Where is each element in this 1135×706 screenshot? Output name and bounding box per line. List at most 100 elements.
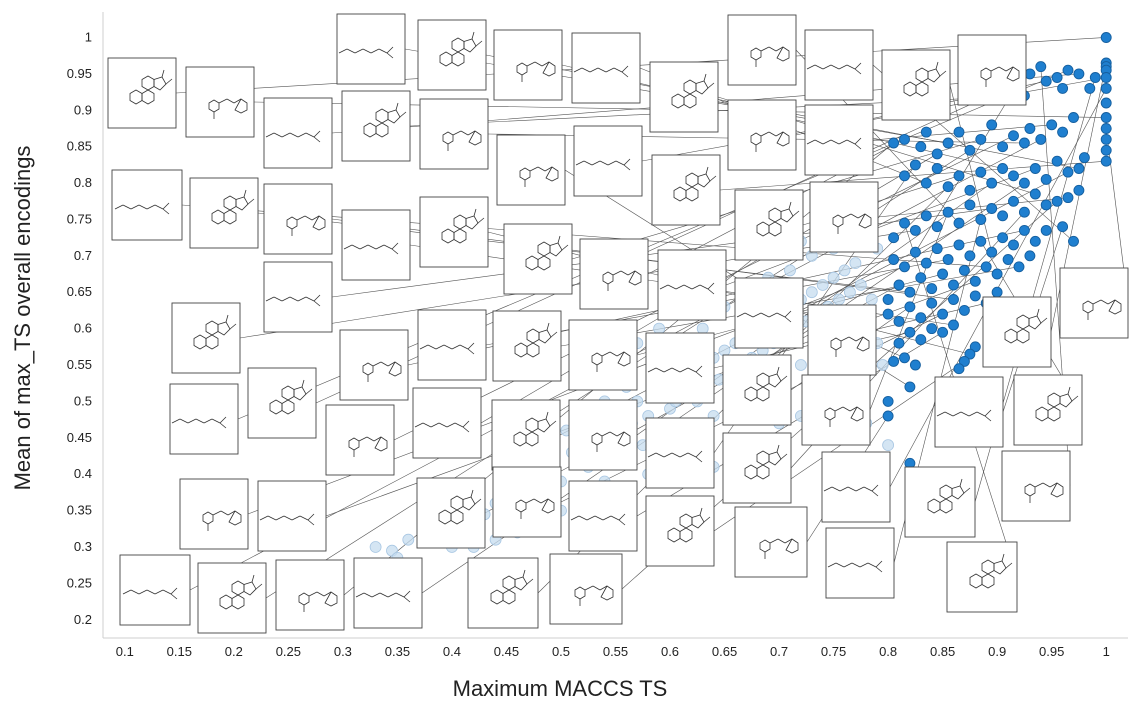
- molecule-thumbnail: [107, 57, 177, 129]
- molecule-thumbnail: [257, 480, 327, 552]
- molecule-thumbnail: [651, 154, 721, 226]
- molecule-thumbnail: [804, 29, 874, 101]
- molecule-thumbnail: [734, 277, 804, 349]
- highlighted-point: [888, 137, 900, 149]
- highlighted-point: [1100, 155, 1112, 167]
- x-axis-title: Maximum MACCS TS: [453, 676, 668, 701]
- highlighted-point: [986, 119, 998, 131]
- highlighted-point: [953, 239, 965, 251]
- background-point: [844, 286, 856, 299]
- highlighted-point: [1018, 206, 1030, 218]
- y-axis-title: Mean of max_TS overall encodings: [10, 146, 35, 491]
- highlighted-point: [948, 294, 959, 305]
- highlighted-point: [1073, 163, 1085, 174]
- molecule-thumbnail: [169, 383, 239, 455]
- highlighted-point: [1040, 224, 1052, 236]
- molecule-thumbnail: [807, 304, 877, 376]
- highlighted-point: [958, 304, 970, 316]
- highlighted-point: [964, 250, 976, 262]
- highlighted-point: [986, 177, 998, 189]
- highlighted-point: [937, 308, 949, 320]
- highlighted-point: [942, 181, 954, 193]
- highlighted-point: [1040, 75, 1052, 87]
- highlighted-point: [1024, 250, 1036, 262]
- molecule-thumbnail: [417, 19, 487, 91]
- molecule-thumbnail: [325, 404, 395, 476]
- background-point: [854, 279, 867, 291]
- highlighted-point: [975, 235, 987, 247]
- highlighted-point: [920, 210, 932, 222]
- highlighted-point: [904, 326, 916, 338]
- background-point: [369, 541, 382, 553]
- x-tick-labels: 0.1 0.15 0.2 0.25 0.3 0.35 0.4 0.45 0.5 0.55 0.6 0.…: [116, 644, 1110, 659]
- y-tick-label: 0.25: [67, 575, 92, 590]
- molecule-thumbnail: [809, 181, 879, 253]
- y-tick-label: 0.35: [67, 503, 92, 518]
- highlighted-point: [975, 214, 987, 225]
- highlighted-point: [975, 166, 987, 178]
- molecule-thumbnail: [1059, 267, 1129, 339]
- highlighted-point: [969, 341, 981, 353]
- highlighted-point: [991, 268, 1003, 280]
- background-point: [838, 264, 851, 277]
- highlighted-point: [1051, 155, 1063, 167]
- background-point: [784, 264, 796, 277]
- molecule-thumbnail: [493, 29, 563, 101]
- highlighted-point: [942, 206, 954, 218]
- highlighted-point: [1100, 133, 1112, 145]
- molecule-thumbnail: [568, 319, 638, 391]
- y-tick-label: 0.3: [74, 539, 92, 554]
- highlighted-point: [909, 359, 921, 371]
- highlighted-point: [899, 352, 910, 364]
- highlighted-point: [997, 210, 1009, 222]
- molecule-thumbnail: [111, 169, 183, 241]
- leader-line: [641, 77, 1107, 162]
- highlighted-point: [1029, 163, 1041, 174]
- highlighted-point: [948, 279, 959, 291]
- molecule-thumbnail: [934, 376, 1004, 448]
- x-tick-label: 0.2: [225, 644, 243, 659]
- highlighted-point: [1040, 199, 1052, 211]
- x-tick-label: 0.7: [770, 644, 788, 659]
- highlighted-point: [931, 221, 943, 233]
- molecule-thumbnail: [189, 177, 259, 249]
- highlighted-point: [1008, 195, 1019, 207]
- highlighted-point: [980, 261, 992, 273]
- molecule-thumbnail: [573, 125, 643, 197]
- background-point: [827, 271, 840, 284]
- highlighted-point: [899, 217, 910, 229]
- highlighted-point: [1040, 173, 1052, 185]
- highlighted-point: [986, 203, 998, 214]
- highlighted-point: [1100, 123, 1112, 134]
- y-tick-labels: 0.2 0.25 0.3 0.35 0.4 0.45 0.5 0.55 0.6 0.65 0.7 0.…: [67, 29, 92, 626]
- x-tick-label: 1: [1103, 644, 1110, 659]
- molecule-thumbnail: [649, 61, 719, 133]
- highlighted-point: [915, 141, 927, 153]
- highlighted-point: [958, 355, 970, 367]
- molecule-thumbnail: [904, 466, 976, 538]
- molecule-thumbnail: [263, 261, 333, 333]
- molecule-thumbnail: [734, 506, 808, 578]
- highlighted-point: [920, 126, 932, 138]
- molecule-thumbnail: [645, 417, 715, 489]
- axes: [102, 12, 1128, 639]
- x-tick-label: 0.8: [879, 644, 897, 659]
- highlighted-point: [920, 177, 932, 189]
- y-tick-label: 0.8: [74, 175, 92, 190]
- y-tick-label: 0.65: [67, 284, 92, 299]
- highlighted-point: [931, 148, 943, 160]
- highlighted-point: [1018, 177, 1030, 189]
- molecule-thumbnail: [353, 557, 423, 629]
- highlighted-point: [904, 301, 916, 313]
- molecule-thumbnail: [804, 104, 874, 176]
- highlighted-point: [904, 381, 916, 393]
- highlighted-point: [1068, 112, 1079, 123]
- y-tick-label: 0.55: [67, 357, 92, 372]
- background-point: [865, 293, 878, 306]
- background-point: [696, 322, 709, 335]
- x-tick-label: 0.4: [443, 644, 461, 659]
- highlighted-point: [920, 257, 932, 269]
- molecule-thumbnail: [263, 97, 333, 169]
- highlighted-point: [1035, 61, 1047, 73]
- molecule-thumbnail: [657, 249, 727, 321]
